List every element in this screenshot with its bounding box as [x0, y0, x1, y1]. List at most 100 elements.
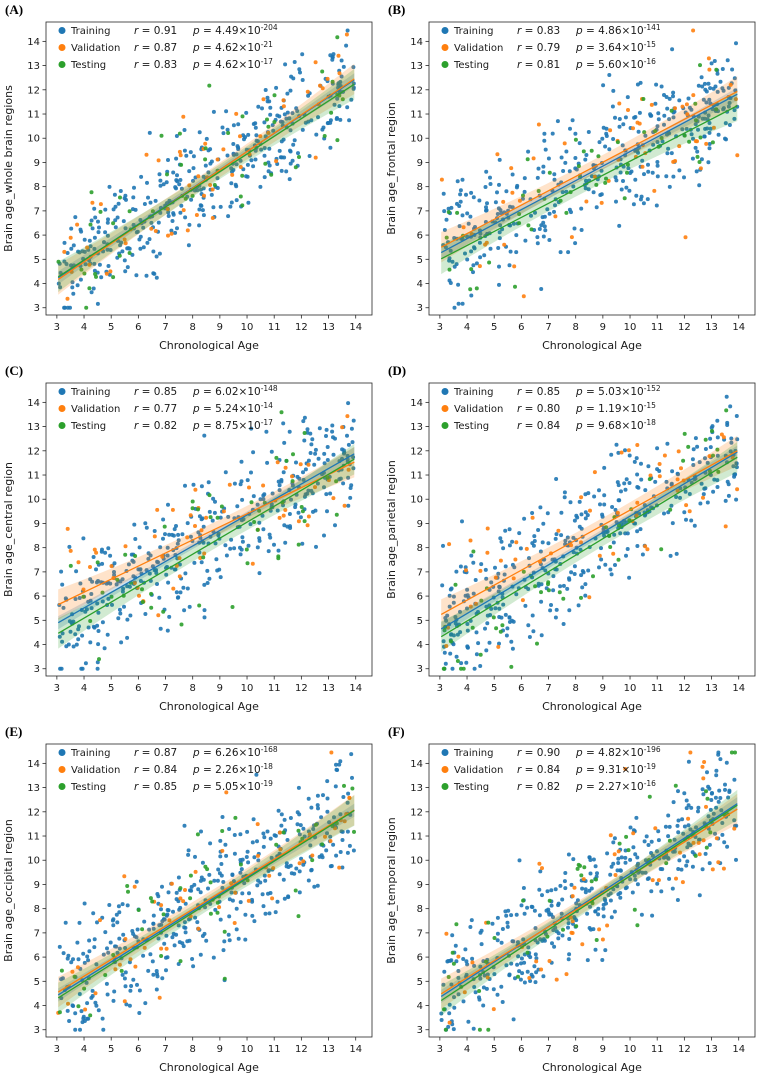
legend-r-value: r = 0.84	[517, 420, 560, 432]
legend-p-value: p = 5.60×10-16	[575, 57, 656, 71]
legend-p-value: p = 4.86×10-141	[575, 23, 661, 37]
legend-marker-testing	[58, 422, 66, 429]
scatter-panel: (A) 3 4 5 6 7 8 9 10 11 12 13 14 3 4 5 6 7 8 9 10 11 12 13 14 Ch…	[0, 0, 383, 361]
x-tick-label: 11	[651, 322, 664, 333]
scatter-points-training	[439, 750, 739, 1032]
y-tick-label: 7	[34, 928, 40, 939]
y-tick-label: 12	[27, 446, 40, 457]
legend-item-label: Training	[453, 387, 493, 398]
axes-box	[45, 743, 373, 1038]
legend-item-label: Validation	[454, 43, 503, 54]
y-tick-label: 4	[417, 1001, 423, 1012]
y-tick-label: 3	[34, 664, 40, 675]
regression-line-validation	[57, 78, 355, 280]
y-tick-label: 5	[417, 616, 423, 627]
legend-p-value: p = 6.26×10-168	[192, 745, 278, 759]
legend-marker-training	[441, 27, 449, 34]
legend-item-label: Testing	[453, 60, 489, 71]
legend-marker-testing	[58, 783, 66, 790]
y-tick-label: 6	[417, 953, 423, 964]
legend-r-value: r = 0.85	[134, 386, 177, 398]
x-tick-label: 13	[705, 1044, 718, 1055]
legend-marker-validation	[441, 766, 449, 773]
scatter-points-testing	[57, 783, 356, 1018]
legend-marker-validation	[58, 405, 66, 412]
x-tick-label: 5	[108, 322, 114, 333]
x-tick-label: 7	[545, 1044, 551, 1055]
axes-box	[45, 21, 373, 316]
x-tick-label: 12	[678, 683, 691, 694]
regression-line-testing	[440, 105, 738, 260]
y-tick-label: 7	[417, 928, 423, 939]
y-tick-label: 13	[410, 422, 423, 433]
x-tick-label: 3	[437, 683, 443, 694]
x-tick-label: 13	[322, 322, 335, 333]
y-tick-label: 9	[417, 158, 423, 169]
x-tick-label: 14	[349, 683, 362, 694]
legend-r-value: r = 0.90	[517, 747, 560, 759]
y-axis-label: Brain age_frontal region	[385, 102, 398, 235]
y-tick-label: 5	[34, 977, 40, 988]
y-tick-label: 11	[27, 832, 40, 843]
x-axis-label: Chronological Age	[159, 1061, 259, 1074]
legend-marker-testing	[441, 422, 449, 429]
y-tick-label: 6	[34, 592, 40, 603]
x-tick-label: 9	[600, 683, 606, 694]
legend-r-value: r = 0.85	[134, 781, 177, 793]
scatter-points-testing	[444, 63, 719, 292]
y-tick-label: 12	[410, 807, 423, 818]
y-tick-label: 10	[27, 134, 40, 145]
legend-item-label: Validation	[454, 404, 503, 415]
legend-marker-validation	[441, 405, 449, 412]
x-tick-label: 9	[600, 322, 606, 333]
x-tick-label: 12	[295, 322, 308, 333]
legend-item-label: Training	[70, 387, 110, 398]
y-tick-label: 7	[34, 206, 40, 217]
regression-line-validation	[440, 90, 738, 248]
panel-label: (D)	[388, 363, 407, 378]
x-tick-label: 4	[81, 1044, 87, 1055]
legend-p-value: p = 5.05×10-19	[192, 779, 273, 793]
x-tick-label: 4	[81, 683, 87, 694]
x-tick-label: 11	[651, 683, 664, 694]
legend-r-value: r = 0.82	[134, 420, 177, 432]
x-tick-label: 10	[241, 322, 254, 333]
legend-r-value: r = 0.79	[517, 42, 560, 54]
y-tick-label: 8	[34, 182, 40, 193]
regression-line-training	[440, 451, 738, 630]
x-tick-label: 8	[573, 683, 579, 694]
x-tick-label: 14	[349, 322, 362, 333]
x-tick-label: 13	[322, 683, 335, 694]
legend-p-value: p = 5.03×10-152	[575, 384, 661, 398]
x-tick-label: 3	[437, 322, 443, 333]
legend-marker-validation	[58, 44, 66, 51]
legend-item-label: Testing	[70, 421, 106, 432]
regression-line-validation	[57, 809, 355, 993]
legend-marker-validation	[441, 44, 449, 51]
legend-item-label: Testing	[70, 782, 106, 793]
panel-label: (F)	[388, 724, 405, 739]
x-tick-label: 12	[678, 322, 691, 333]
scatter-panel: (C) 3 4 5 6 7 8 9 10 11 12 13 14 3 4 5 6 7 8 9 10 11 12 13 14 Ch…	[0, 361, 383, 722]
legend-p-value: p = 4.49×10-204	[192, 23, 278, 37]
x-axis-label: Chronological Age	[542, 1061, 642, 1074]
y-tick-label: 6	[34, 231, 40, 242]
x-tick-label: 6	[135, 1044, 141, 1055]
legend-p-value: p = 9.68×10-18	[575, 418, 656, 432]
x-tick-label: 9	[217, 322, 223, 333]
legend-p-value: p = 4.82×10-196	[575, 745, 661, 759]
x-axis-label: Chronological Age	[159, 339, 259, 352]
x-tick-label: 6	[518, 322, 524, 333]
y-tick-label: 7	[417, 206, 423, 217]
legend-r-value: r = 0.81	[517, 59, 560, 71]
y-axis-label: Brain age_parietal region	[385, 460, 398, 599]
y-tick-label: 9	[34, 880, 40, 891]
y-tick-label: 12	[27, 807, 40, 818]
x-tick-label: 8	[190, 1044, 196, 1055]
regression-line-training	[440, 93, 738, 254]
legend-r-value: r = 0.84	[134, 764, 177, 776]
y-tick-label: 3	[34, 303, 40, 314]
legend-marker-testing	[441, 783, 449, 790]
legend-marker-training	[441, 749, 449, 756]
legend-p-value: p = 3.64×10-15	[575, 40, 656, 54]
